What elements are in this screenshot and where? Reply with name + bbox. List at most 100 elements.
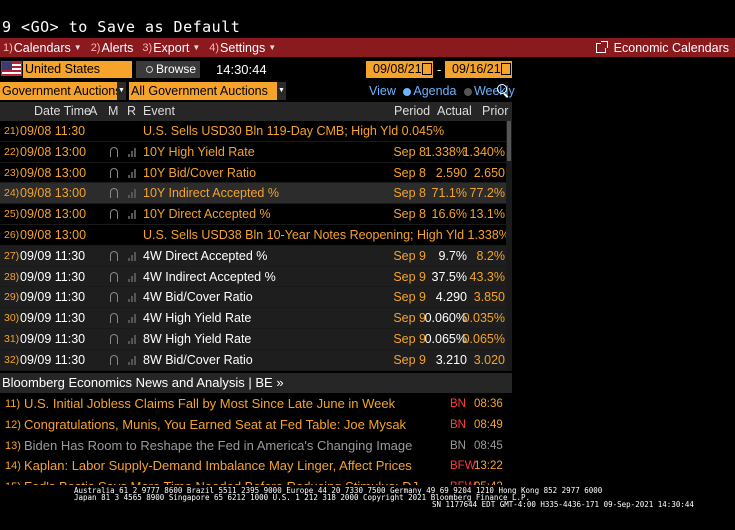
- news-item[interactable]: 12) Congratulations, Munis, You Earned Se…: [0, 415, 512, 436]
- table-row[interactable]: 30) 09/09 11:30 4W High Yield Rate Sep 9 0.0…: [0, 308, 512, 329]
- row-period: Sep 9: [393, 352, 426, 367]
- row-period: Sep 8: [393, 186, 426, 201]
- row-actual: 4.290: [435, 290, 467, 305]
- chart-bars-icon[interactable]: [128, 251, 136, 261]
- table-row[interactable]: 23) 09/08 13:00 10Y Bid/Cover Ratio Sep 8 2.…: [0, 162, 512, 184]
- chart-bars-icon[interactable]: [128, 209, 136, 220]
- row-actual: 37.5%: [431, 269, 467, 284]
- agenda-radio[interactable]: [403, 87, 412, 96]
- col-m[interactable]: M: [108, 104, 119, 118]
- alert-bell-icon[interactable]: [110, 271, 118, 282]
- row-period: Sep 9: [393, 331, 426, 346]
- row-period: Sep 9: [393, 269, 426, 284]
- scrollbar-thumb[interactable]: [507, 121, 511, 161]
- alert-bell-icon[interactable]: [110, 292, 118, 303]
- chart-bars-icon[interactable]: [128, 292, 136, 303]
- row-index: 24): [4, 187, 20, 200]
- alert-bell-icon[interactable]: [110, 146, 118, 157]
- alert-bell-icon[interactable]: [110, 188, 118, 199]
- news-item[interactable]: 13) Biden Has Room to Reshape the Fed in …: [0, 436, 512, 457]
- row-prior: 3.850: [473, 290, 505, 305]
- menu-settings[interactable]: 4) Settings ▼: [206, 41, 282, 55]
- row-prior: 43.3%: [469, 269, 505, 284]
- alert-bell-icon[interactable]: [110, 167, 118, 178]
- menu-export[interactable]: 3) Export ▼: [139, 41, 206, 55]
- row-datetime: 09/08 13:00: [20, 207, 87, 222]
- table-row[interactable]: 27) 09/09 11:30 4W Direct Accepted % Sep 9 9…: [0, 245, 512, 267]
- news-source: BFW: [450, 460, 476, 473]
- chart-bars-icon[interactable]: [128, 168, 136, 178]
- category-value: Government Auctions: [2, 84, 122, 98]
- menu-label: Export: [153, 40, 190, 55]
- menu-alerts[interactable]: 2) Alerts: [88, 41, 140, 55]
- row-event: 10Y High Yield Rate: [143, 144, 255, 159]
- row-prior: 0.065%: [462, 331, 505, 346]
- calendar-icon[interactable]: [422, 63, 432, 75]
- date-from-field[interactable]: 09/08/21: [366, 61, 433, 78]
- col-a[interactable]: A: [89, 104, 98, 118]
- news-header[interactable]: Bloomberg Economics News and Analysis | …: [0, 373, 512, 393]
- col-prior[interactable]: Prior: [482, 104, 509, 118]
- table-row[interactable]: 26) 09/08 13:00 U.S. Sells USD38 Bln 10-Ye…: [0, 224, 512, 246]
- news-index: 14): [5, 460, 21, 473]
- row-prior: 8.2%: [476, 248, 506, 263]
- menu-label: Calendars: [13, 40, 71, 55]
- col-actual[interactable]: Actual: [437, 104, 472, 118]
- chart-bars-icon[interactable]: [128, 313, 136, 324]
- row-period: Sep 8: [393, 144, 426, 159]
- browse-button[interactable]: Browse: [136, 61, 200, 78]
- news-index: 11): [5, 398, 21, 410]
- table-row[interactable]: 24) 09/08 13:00 10Y Indirect Accepted % Sep…: [0, 183, 512, 205]
- economic-calendars-link[interactable]: Economic Calendars: [595, 38, 729, 57]
- agenda-label[interactable]: Agenda: [413, 84, 457, 98]
- col-event[interactable]: Event: [143, 104, 175, 118]
- col-datetime[interactable]: Date Time: [34, 104, 91, 118]
- table-row[interactable]: 25) 09/08 13:00 10Y Direct Accepted % Sep 8…: [0, 204, 512, 225]
- alert-bell-icon[interactable]: [110, 354, 118, 365]
- row-period: Sep 9: [393, 290, 426, 305]
- chart-bars-icon[interactable]: [128, 272, 136, 282]
- table-scrollbar[interactable]: [506, 121, 512, 371]
- alert-bell-icon[interactable]: [110, 333, 118, 344]
- category-dropdown[interactable]: Government Auctions ▼: [0, 82, 126, 100]
- current-time: 14:30:44: [216, 62, 267, 77]
- row-index: 23): [4, 166, 20, 179]
- menu-calendars[interactable]: 1) Calendars ▼: [0, 41, 88, 55]
- news-item[interactable]: 15)Fed's Bostic Says More Time Needed Be…: [0, 477, 512, 486]
- row-datetime: 09/09 11:30: [20, 331, 86, 346]
- alert-bell-icon[interactable]: [110, 209, 118, 220]
- alert-bell-icon[interactable]: [110, 313, 118, 324]
- row-index: 31): [4, 332, 20, 345]
- row-datetime: 09/08 13:00: [20, 227, 87, 242]
- news-time: 08:45: [474, 439, 503, 452]
- subcategory-dropdown[interactable]: All Government Auctions ▼: [129, 82, 286, 100]
- table-row[interactable]: 32) 09/09 11:30 8W Bid/Cover Ratio Sep 9 3.2…: [0, 349, 512, 371]
- row-datetime: 09/08 13:00: [20, 186, 87, 201]
- country-field[interactable]: United States: [23, 61, 132, 78]
- table-row[interactable]: 28) 09/09 11:30 4W Indirect Accepted % Sep …: [0, 266, 512, 288]
- footer-line-1: Australia 61 2 9777 8600 Brazil 5511 239…: [74, 486, 603, 495]
- search-icon[interactable]: [497, 84, 507, 94]
- news-item[interactable]: 14) Kaplan: Labor Supply-Demand Imbalance…: [0, 456, 512, 477]
- table-row[interactable]: 22) 09/08 13:00 10Y High Yield Rate Sep 8 1.…: [0, 141, 512, 163]
- date-to-field[interactable]: 09/16/21: [445, 61, 512, 78]
- dropdown-arrow-icon: ▼: [277, 82, 286, 100]
- row-index: 30): [4, 312, 20, 325]
- row-actual: 9.7%: [438, 248, 468, 263]
- command-line[interactable]: 9 <GO> to Save as Default: [2, 18, 241, 36]
- weekly-radio[interactable]: [463, 87, 472, 96]
- alert-bell-icon[interactable]: [110, 250, 118, 261]
- chart-bars-icon[interactable]: [128, 188, 136, 199]
- chart-bars-icon[interactable]: [128, 334, 136, 344]
- row-index: 29): [4, 291, 20, 304]
- table-row[interactable]: 29) 09/09 11:30 4W Bid/Cover Ratio Sep 9 4.2…: [0, 287, 512, 309]
- table-row[interactable]: 31) 09/09 11:30 8W High Yield Rate Sep 9 0.0…: [0, 328, 512, 350]
- table-row[interactable]: 21) 09/08 11:30 U.S. Sells USD30 Bln 119-D…: [0, 121, 512, 142]
- news-source: BN: [450, 398, 466, 410]
- chart-bars-icon[interactable]: [128, 355, 136, 365]
- news-item[interactable]: 11) U.S. Initial Jobless Claims Fall by M…: [0, 394, 512, 415]
- col-period[interactable]: Period: [394, 104, 431, 118]
- col-r[interactable]: R: [127, 104, 137, 118]
- chart-bars-icon[interactable]: [128, 147, 136, 157]
- calendar-icon[interactable]: [501, 63, 511, 75]
